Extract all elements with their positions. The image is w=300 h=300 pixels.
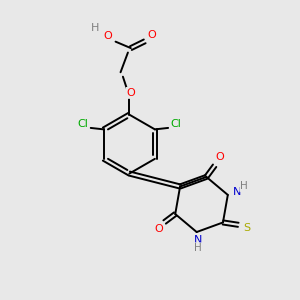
- Text: S: S: [243, 223, 250, 233]
- Text: H: H: [240, 181, 248, 191]
- Text: O: O: [104, 31, 112, 41]
- Text: Cl: Cl: [170, 119, 181, 129]
- Text: O: O: [127, 88, 135, 98]
- Text: O: O: [147, 30, 156, 40]
- Text: O: O: [154, 224, 163, 234]
- Text: H: H: [91, 23, 100, 33]
- Text: Cl: Cl: [78, 119, 89, 129]
- Text: O: O: [216, 152, 224, 162]
- Text: H: H: [194, 243, 202, 253]
- Text: N: N: [194, 235, 202, 245]
- Text: N: N: [232, 187, 241, 197]
